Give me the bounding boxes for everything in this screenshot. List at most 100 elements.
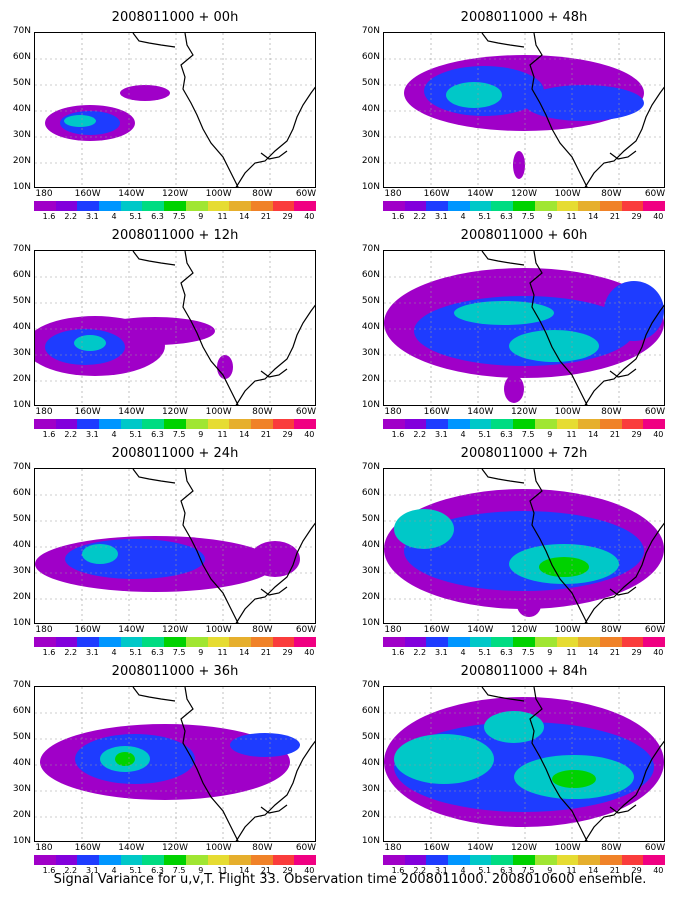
colorbar-label: 11 — [217, 648, 228, 657]
colorbar-label: 40 — [304, 430, 315, 439]
lat-tick-label: 40N — [12, 540, 31, 550]
colorbar-label: 7.5 — [172, 648, 186, 657]
map-plot — [383, 250, 665, 406]
colorbar-label: 14 — [588, 430, 599, 439]
colorbar-label: 11 — [217, 866, 228, 875]
colorbar-swatch — [426, 855, 449, 865]
colorbar-swatch — [643, 637, 665, 647]
lat-tick-label: 20N — [361, 592, 380, 602]
colorbar-label: 4 — [111, 648, 117, 657]
colorbar-swatch — [99, 201, 121, 211]
colorbar-swatch — [404, 419, 427, 429]
colorbar-swatch — [448, 201, 470, 211]
colorbar-swatch — [404, 637, 427, 647]
colorbar-swatch — [513, 637, 535, 647]
colorbar-label: 2.2 — [413, 430, 427, 439]
colorbar-label: 5.1 — [129, 430, 143, 439]
colorbar-label: 11 — [566, 212, 577, 221]
colorbar-label: 6.3 — [151, 212, 164, 221]
colorbar-label: 6.3 — [500, 648, 513, 657]
colorbar-swatch — [621, 637, 644, 647]
lat-tick-label: 20N — [361, 156, 380, 166]
lat-tick-label: 30N — [361, 348, 380, 358]
colorbar-swatch — [185, 637, 208, 647]
lon-tick-label: 60W — [644, 843, 666, 853]
colorbar-swatch — [164, 419, 186, 429]
colorbar-swatch — [534, 855, 557, 865]
colorbar-label: 4 — [111, 866, 117, 875]
lon-tick-label: 140W — [467, 843, 494, 853]
lon-tick-label: 160W — [423, 843, 450, 853]
map-plot — [34, 32, 316, 188]
colorbar-label: 7.5 — [521, 430, 535, 439]
colorbar — [34, 637, 316, 647]
colorbar — [383, 201, 665, 211]
colorbar-swatch — [534, 201, 557, 211]
colorbar-swatch — [491, 637, 514, 647]
panel-title: 2008011000 + 72h — [460, 446, 588, 461]
colorbar-swatch — [142, 201, 165, 211]
lon-tick-label: 100W — [554, 843, 581, 853]
lat-tick-label: 70N — [361, 462, 380, 472]
colorbar-swatch — [207, 201, 230, 211]
lon-tick-label: 140W — [467, 625, 494, 635]
colorbar-swatch — [556, 855, 579, 865]
colorbar-swatch — [578, 201, 600, 211]
panel-title: 2008011000 + 84h — [460, 664, 588, 679]
lon-tick-label: 80W — [252, 189, 273, 199]
colorbar-label: 29 — [631, 430, 642, 439]
colorbar-label: 1.6 — [391, 430, 405, 439]
lon-tick-label: 140W — [118, 625, 145, 635]
colorbar-swatch — [294, 201, 316, 211]
lon-tick-label: 140W — [467, 407, 494, 417]
colorbar-label: 29 — [282, 648, 293, 657]
colorbar-swatch — [448, 419, 470, 429]
lon-tick-label: 60W — [644, 407, 666, 417]
figure-caption: Signal Variance for u,v,T. Flight 33. Ob… — [53, 872, 647, 887]
colorbar-label: 14 — [588, 648, 599, 657]
lat-tick-label: 30N — [361, 784, 380, 794]
lat-tick-label: 60N — [12, 270, 31, 280]
colorbar-label: 29 — [282, 866, 293, 875]
colorbar-label: 1.6 — [391, 212, 405, 221]
colorbar-swatch — [599, 201, 622, 211]
colorbar-label: 5.1 — [478, 430, 492, 439]
lat-tick-label: 20N — [361, 810, 380, 820]
lon-tick-label: 120W — [161, 625, 189, 635]
lat-tick-label: 20N — [361, 374, 380, 384]
colorbar-swatch — [207, 419, 230, 429]
colorbar-swatch — [34, 855, 56, 865]
lat-tick-label: 50N — [12, 732, 31, 742]
lat-tick-label: 20N — [12, 156, 31, 166]
map-plot — [383, 32, 665, 188]
colorbar-label: 40 — [653, 866, 664, 875]
lon-tick-label: 140W — [118, 407, 145, 417]
colorbar-swatch — [185, 419, 208, 429]
lat-tick-label: 10N — [361, 400, 380, 410]
colorbar-swatch — [99, 419, 121, 429]
colorbar-label: 21 — [260, 866, 272, 875]
colorbar-label: 6.3 — [500, 866, 513, 875]
colorbar-swatch — [120, 637, 143, 647]
colorbar-swatch — [120, 855, 143, 865]
panel-title: 2008011000 + 12h — [111, 228, 239, 243]
lat-tick-label: 40N — [12, 104, 31, 114]
lon-tick-label: 140W — [118, 843, 145, 853]
lon-tick-label: 160W — [423, 407, 450, 417]
colorbar-label: 6.3 — [151, 866, 164, 875]
colorbar-label: 3.1 — [86, 430, 99, 439]
lon-tick-label: 160W — [423, 189, 450, 199]
colorbar-swatch — [448, 855, 470, 865]
lon-tick-label: 120W — [161, 407, 189, 417]
colorbar-swatch — [383, 419, 405, 429]
colorbar-swatch — [469, 201, 492, 211]
colorbar-swatch — [469, 855, 492, 865]
colorbar-swatch — [207, 637, 230, 647]
colorbar-label: 3.1 — [435, 430, 448, 439]
colorbar-label: 2.2 — [413, 648, 427, 657]
colorbar — [383, 855, 665, 865]
colorbar-swatch — [556, 637, 579, 647]
colorbar-swatch — [383, 201, 405, 211]
colorbar-label: 1.6 — [42, 430, 56, 439]
colorbar — [383, 637, 665, 647]
